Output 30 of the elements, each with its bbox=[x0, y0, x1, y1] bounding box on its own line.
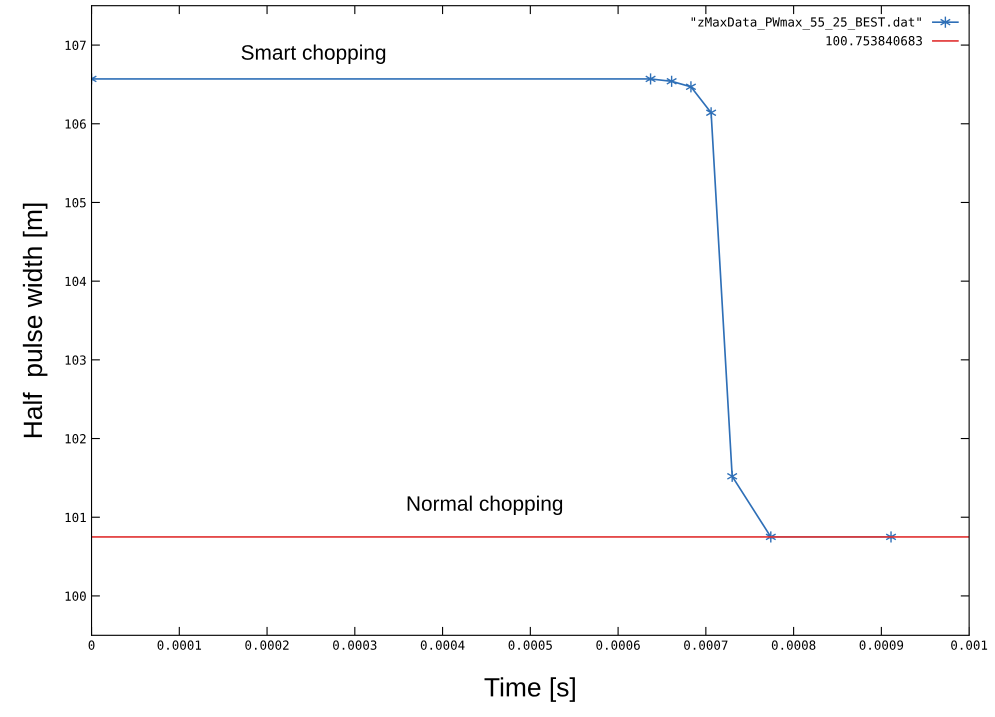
legend-label: 100.753840683 bbox=[826, 36, 922, 46]
annotation: Smart chopping bbox=[242, 44, 386, 64]
x-tick-label: 0.0004 bbox=[420, 640, 465, 650]
point bbox=[666, 75, 678, 88]
y-tick-label: 107 bbox=[66, 40, 86, 50]
x-tick-label: 0.0006 bbox=[596, 640, 640, 650]
x-tick-label: 0.0003 bbox=[333, 640, 376, 650]
x-tick-label: 0.0008 bbox=[772, 640, 816, 650]
y-tick-label: 100 bbox=[66, 591, 86, 601]
point bbox=[726, 470, 738, 483]
y-tick-label: 103 bbox=[66, 355, 86, 365]
x-tick-label: 0 bbox=[88, 640, 94, 650]
y-tick-label: 104 bbox=[66, 276, 86, 286]
x-axis-title: Time [s] bbox=[484, 677, 575, 702]
x-tick-label: 0.001 bbox=[951, 640, 988, 650]
x-tick-label: 0.0002 bbox=[245, 640, 289, 650]
y-tick-label: 106 bbox=[66, 119, 86, 129]
y-tick-label: 105 bbox=[66, 198, 86, 208]
x-tick-label: 0.0005 bbox=[508, 640, 552, 650]
y-axis-title: Half pulse width [m] bbox=[22, 204, 48, 438]
annotation: Normal chopping bbox=[408, 496, 562, 516]
x-tick-label: 0.0007 bbox=[684, 640, 728, 650]
x-tick-label: 0.0001 bbox=[158, 640, 202, 650]
point bbox=[645, 72, 656, 86]
point bbox=[706, 106, 717, 120]
legend-label: "zMaxData_PWmax_55_25_BEST.dat" bbox=[692, 17, 921, 30]
x-tick-label: 0.0009 bbox=[860, 640, 904, 650]
point bbox=[685, 80, 696, 94]
y-tick-label: 101 bbox=[66, 512, 86, 522]
y-tick-label: 102 bbox=[66, 434, 86, 444]
